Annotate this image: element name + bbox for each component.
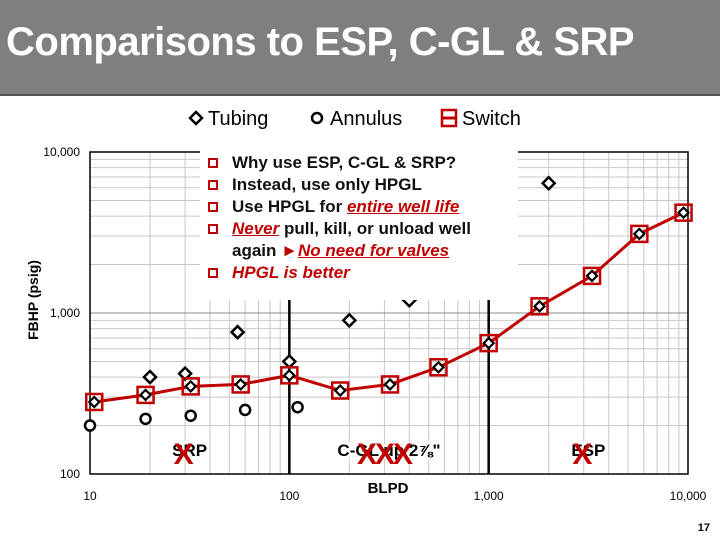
callout-line-6: HPGL is better	[206, 262, 518, 284]
switch-point	[582, 266, 602, 286]
x-mark-annotation: X	[393, 438, 413, 471]
legend: Tubing Annulus Switch	[188, 108, 521, 130]
switch-inner-point	[87, 395, 101, 409]
title-bar: Comparisons to ESP, C-GL & SRP	[0, 0, 720, 96]
y-tick-label: 1,000	[50, 306, 80, 320]
switch-inner-point	[532, 299, 547, 313]
callout-text-3b: entire well life	[346, 197, 460, 216]
arrow-icon: ►	[281, 241, 298, 260]
annulus-point	[238, 403, 252, 417]
x-mark-annotation: X	[375, 438, 395, 471]
callout-text-6: HPGL is better	[232, 263, 350, 282]
switch-point	[674, 203, 693, 222]
switch-point	[530, 297, 549, 316]
callout-line-1: Why use ESP, C-GL & SRP?	[206, 152, 518, 174]
x-tick-label: 1,000	[474, 489, 504, 503]
tubing-point	[540, 175, 557, 191]
callout-line-4: Never pull, kill, or unload well	[206, 218, 518, 240]
switch-inner-point	[632, 227, 646, 241]
tubing-point	[142, 369, 158, 385]
switch-point	[181, 377, 200, 396]
switch-point	[330, 381, 350, 400]
bullet-icon	[208, 180, 218, 190]
tubing-point	[341, 312, 358, 329]
annulus-point	[291, 400, 304, 414]
bullet-icon	[208, 158, 218, 168]
x-axis-label: BLPD	[368, 480, 409, 497]
annulus-point	[83, 419, 97, 432]
y-tick-label: 10,000	[43, 145, 80, 159]
x-mark-annotation: X	[174, 438, 194, 471]
annulus-point	[139, 412, 152, 426]
slide-title: Comparisons to ESP, C-GL & SRP	[6, 20, 635, 64]
switch-inner-point	[139, 388, 153, 402]
switch-inner-point	[383, 377, 397, 391]
callout-line-5: again ►No need for valves	[206, 240, 518, 262]
switch-inner-point	[677, 206, 691, 220]
switch-point	[84, 392, 104, 412]
callout-text-4a: Never	[232, 219, 280, 238]
callout-text-3a: Use HPGL for	[232, 197, 347, 216]
tubing-point	[177, 365, 193, 382]
callout-text-4b: pull, kill, or unload well	[279, 219, 472, 238]
region-dividers: SRP C-GL up 2⅞" ESP	[169, 152, 608, 474]
legend-label: Annulus	[330, 108, 402, 130]
callout-text-2: Instead, use only HPGL	[232, 175, 422, 194]
tubing-point	[229, 324, 246, 340]
bullet-icon	[208, 268, 218, 278]
x-tick-label: 100	[279, 489, 299, 503]
bullet-icon	[208, 202, 218, 212]
callout-text-5a: again	[232, 241, 282, 260]
switch-inner-point	[585, 269, 599, 283]
bullet-icon	[208, 224, 218, 234]
x-mark-annotation: X	[572, 438, 592, 471]
region-label: C-GL up 2⅞"	[337, 441, 440, 460]
switch-point	[479, 333, 498, 353]
callout-box: Why use ESP, C-GL & SRP? Instead, use on…	[200, 150, 518, 300]
switch-point	[380, 375, 400, 394]
switch-inner-point	[431, 360, 446, 374]
callout-text-1: Why use ESP, C-GL & SRP?	[232, 153, 457, 172]
switch-point	[231, 375, 250, 394]
y-axis-label: FBHP (psig)	[25, 260, 41, 340]
x-tick-label: 10	[83, 489, 97, 503]
annulus-point	[184, 409, 197, 423]
switch-inner-point	[282, 368, 296, 382]
region-label: ESP	[571, 441, 605, 460]
series-layer: X XXX X	[83, 175, 693, 471]
switch-inner-point	[333, 383, 347, 398]
x-tick-label: 10,000	[670, 489, 707, 503]
switch-point	[136, 385, 155, 405]
callout-text-5b: No need for valves	[297, 241, 450, 260]
page-number: 17	[697, 522, 710, 534]
switch-point	[630, 224, 649, 244]
region-label: SRP	[172, 441, 207, 460]
switch-inner-point	[234, 377, 248, 391]
switch-inner-point	[482, 336, 496, 350]
switch-inner-point	[184, 379, 198, 393]
callout-line-3: Use HPGL for entire well life	[206, 196, 518, 218]
callout-line-2: Instead, use only HPGL	[206, 174, 518, 196]
legend-annulus-icon	[310, 111, 324, 125]
legend-tubing-icon	[188, 110, 204, 126]
legend-label: Switch	[462, 108, 521, 130]
switch-point	[429, 358, 448, 377]
tubing-point	[281, 353, 298, 370]
y-tick-label: 100	[60, 467, 80, 481]
switch-point	[280, 366, 299, 385]
legend-label: Tubing	[208, 108, 268, 130]
x-mark-annotation: X	[357, 438, 377, 471]
